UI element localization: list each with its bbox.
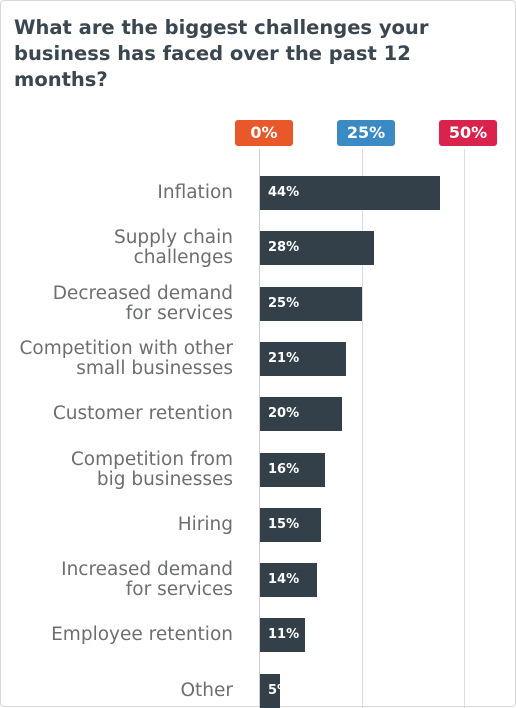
data-label: 25% bbox=[268, 296, 300, 311]
x-tick-label: 25% bbox=[337, 120, 395, 146]
data-label: 5% bbox=[268, 683, 291, 698]
bar bbox=[260, 453, 325, 487]
data-label: 20% bbox=[268, 406, 300, 421]
category-label: Other bbox=[0, 681, 233, 701]
data-label: 28% bbox=[268, 240, 300, 255]
category-label-line: Hiring bbox=[177, 514, 233, 535]
category-label: Decreased demand for services bbox=[0, 284, 233, 324]
bar bbox=[260, 397, 342, 431]
category-label: Supply chain challenges bbox=[0, 228, 233, 268]
data-label: 16% bbox=[268, 462, 300, 477]
data-label: 14% bbox=[268, 572, 300, 587]
data-label: 11% bbox=[268, 627, 300, 642]
category-label-line: big businesses bbox=[96, 469, 233, 490]
bar bbox=[260, 618, 305, 652]
data-label: 21% bbox=[268, 351, 300, 366]
bar bbox=[260, 508, 321, 542]
category-label-line: for services bbox=[125, 579, 233, 600]
bar bbox=[260, 287, 362, 321]
bar bbox=[260, 176, 440, 210]
category-label-line: small businesses bbox=[76, 358, 233, 379]
gridline bbox=[362, 149, 363, 708]
category-label-line: Competition from bbox=[70, 449, 233, 470]
x-tick-label: 50% bbox=[439, 120, 497, 146]
category-label: Employee retention bbox=[0, 625, 233, 645]
category-label: Competition from big businesses bbox=[0, 450, 233, 490]
category-label-line: Inflation bbox=[157, 182, 233, 203]
data-label: 44% bbox=[268, 185, 300, 200]
y-axis-line bbox=[259, 149, 260, 708]
bar bbox=[260, 563, 317, 597]
category-label: Hiring bbox=[0, 515, 233, 535]
category-label-line: challenges bbox=[133, 247, 233, 268]
bar bbox=[260, 342, 346, 376]
chart-title: What are the biggest challenges your bus… bbox=[14, 16, 429, 91]
category-label-line: Employee retention bbox=[51, 624, 233, 645]
category-label: Customer retention bbox=[0, 404, 233, 424]
category-label-line: Competition with other bbox=[19, 338, 233, 359]
gridline bbox=[464, 149, 465, 708]
category-label-line: Increased demand bbox=[61, 559, 233, 580]
category-label: Inflation bbox=[0, 183, 233, 203]
bar bbox=[260, 231, 374, 265]
category-label-line: for services bbox=[125, 303, 233, 324]
category-label-line: Other bbox=[180, 680, 233, 701]
bar bbox=[260, 674, 280, 708]
category-label-line: Decreased demand bbox=[52, 283, 233, 304]
category-label: Increased demand for services bbox=[0, 560, 233, 600]
category-label-line: Customer retention bbox=[52, 403, 233, 424]
category-label: Competition with other small businesses bbox=[0, 339, 233, 379]
data-label: 15% bbox=[268, 517, 300, 532]
category-label-line: Supply chain bbox=[113, 227, 233, 248]
x-tick-label: 0% bbox=[235, 120, 293, 146]
